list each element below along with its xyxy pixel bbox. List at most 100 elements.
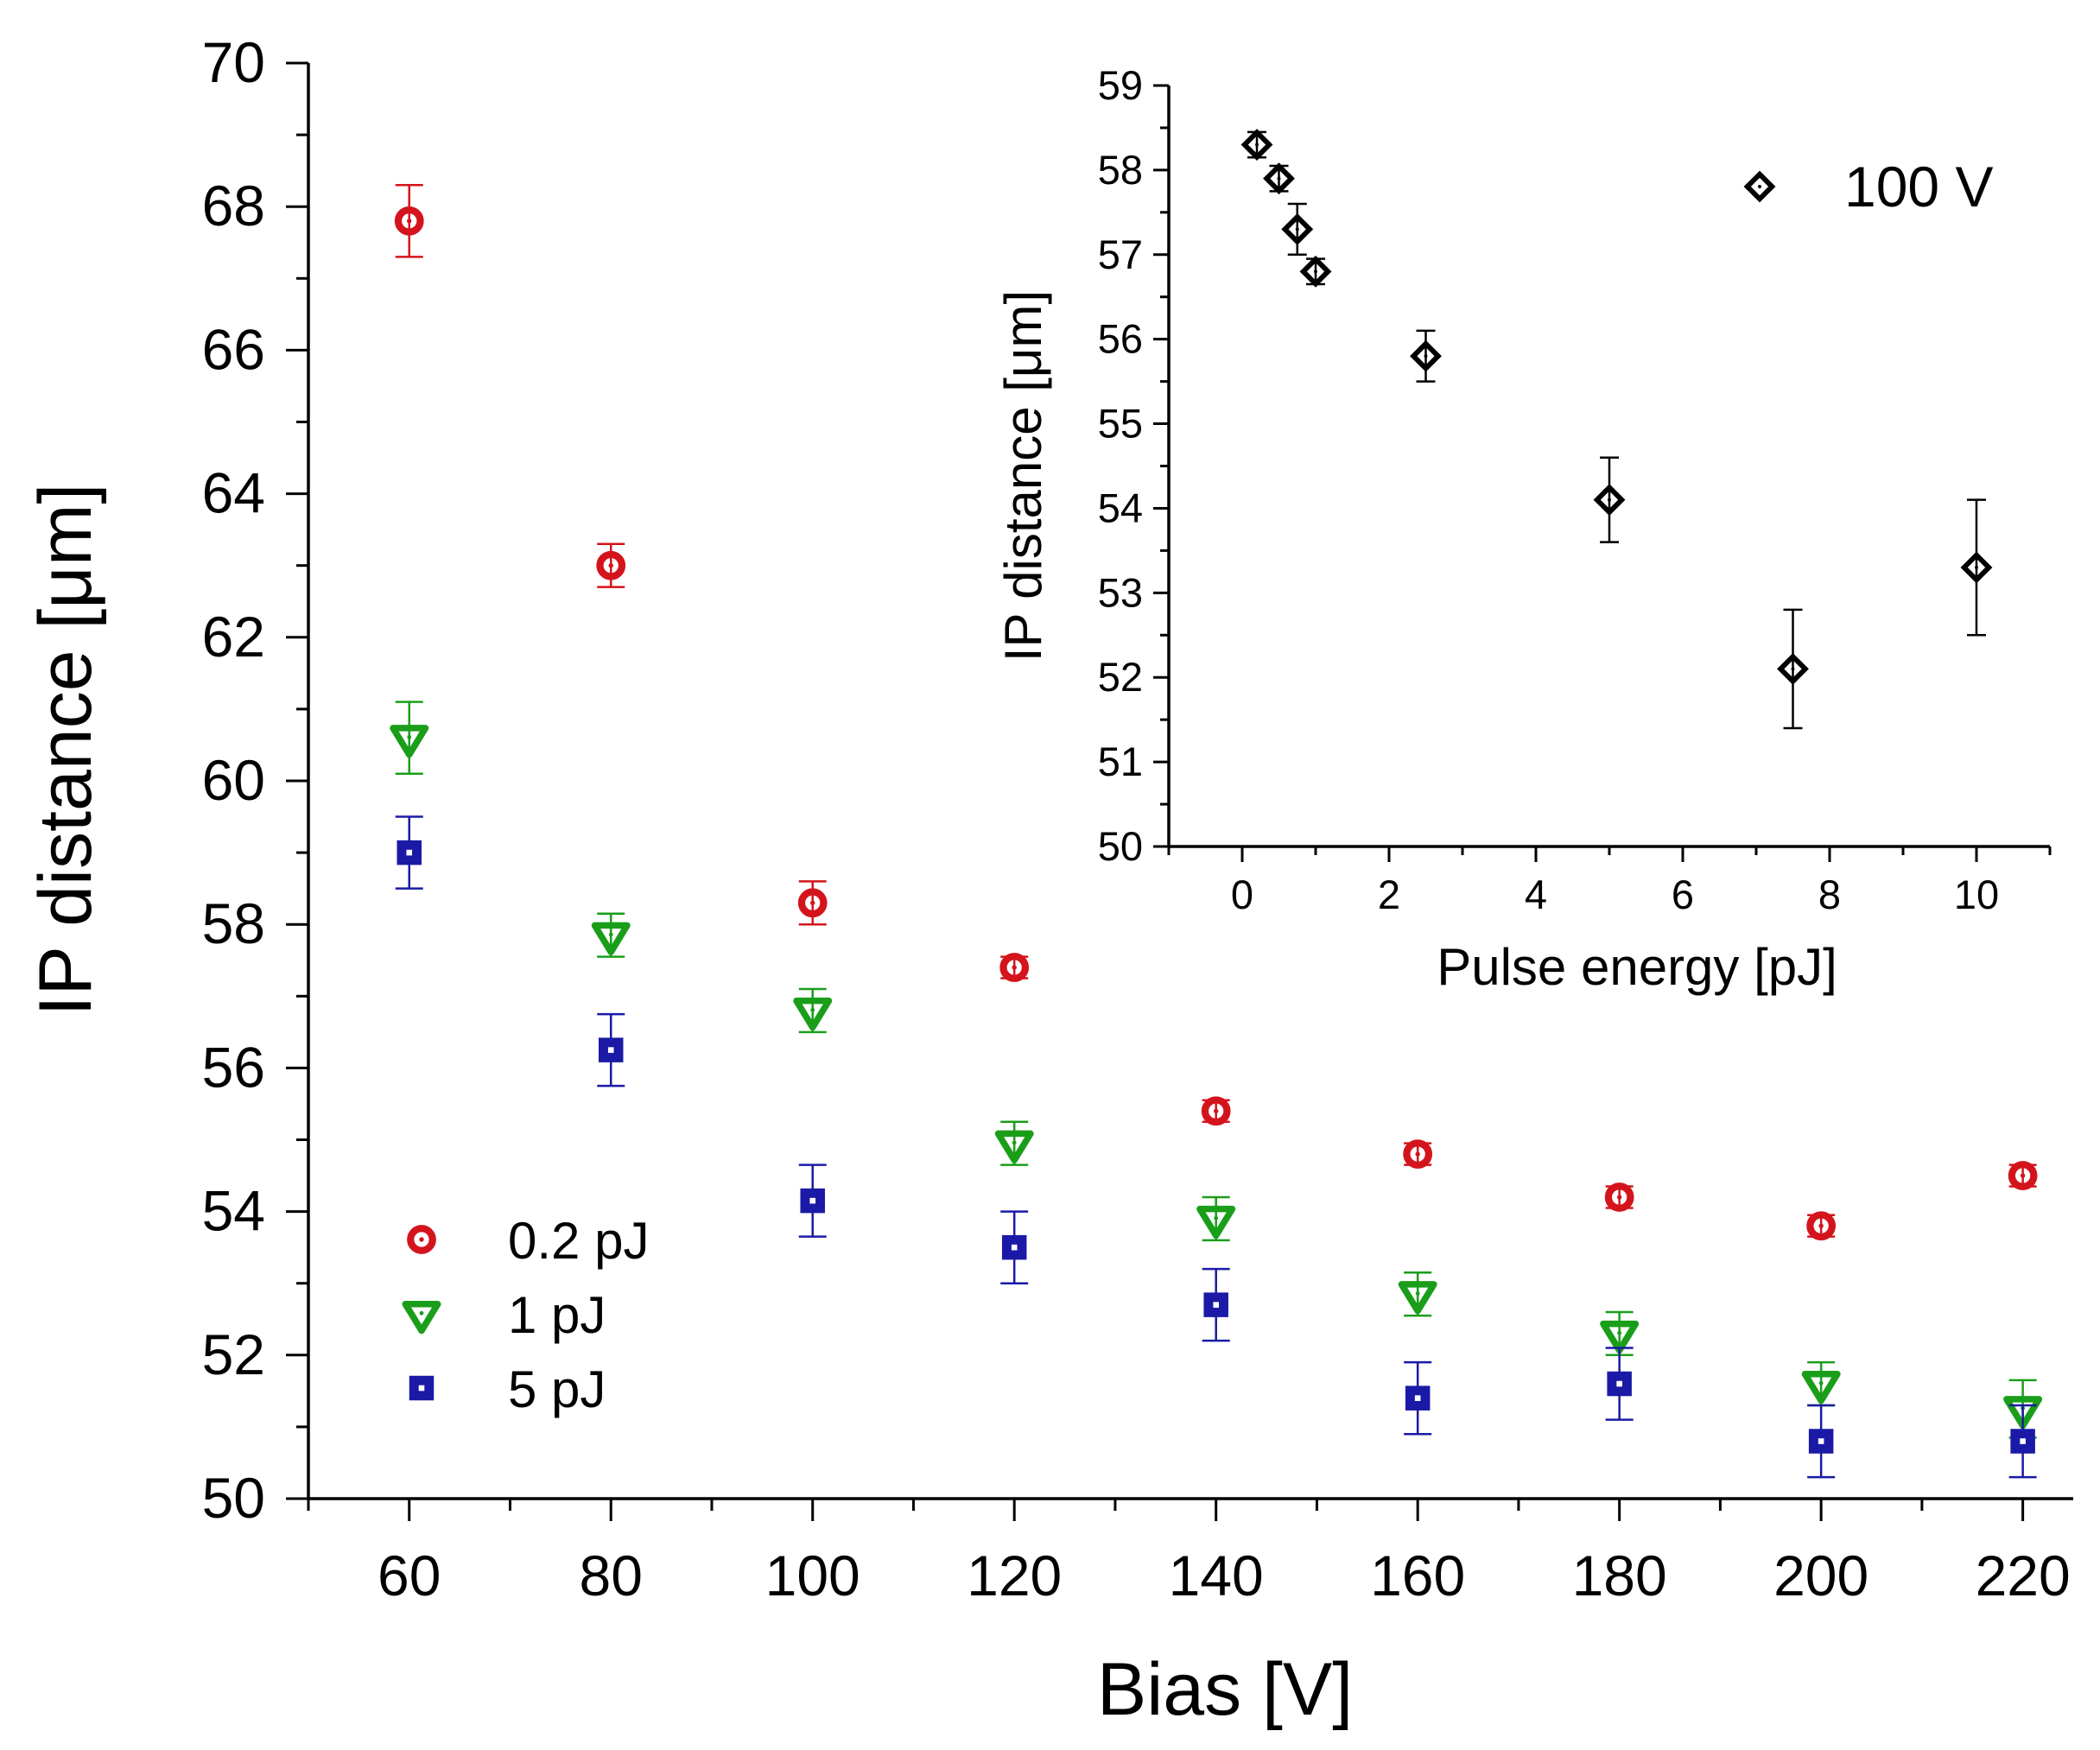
- data-point: [1806, 1211, 1837, 1241]
- inset-y-axis-title: IP distance [μm]: [994, 290, 1052, 662]
- data-point-center: [810, 900, 815, 905]
- legend-label: 100 V: [1844, 155, 1993, 219]
- data-point: [394, 206, 424, 236]
- data-point: [1960, 551, 1993, 584]
- inset-legend: 100 V: [1743, 155, 1993, 219]
- data-point-center: [1213, 1108, 1219, 1113]
- data-point-center: [1011, 1244, 1018, 1251]
- legend-marker: [407, 1225, 436, 1254]
- data-point: [1398, 1281, 1437, 1315]
- x-tick-label: 120: [967, 1544, 1062, 1607]
- main-legend: 0.2 pJ 1 pJ 5 pJ: [402, 1212, 649, 1418]
- data-point-center: [1314, 269, 1317, 274]
- data-point-center: [1791, 667, 1795, 671]
- legend-marker: [402, 1301, 441, 1335]
- data-point: [390, 725, 429, 758]
- data-point: [1604, 1183, 1634, 1212]
- y-tick-label: 58: [202, 891, 265, 955]
- x-tick-label: 2: [1378, 872, 1400, 917]
- x-tick-label: 6: [1672, 872, 1694, 917]
- data-point-center: [1818, 1438, 1824, 1444]
- y-tick-label: 55: [1098, 401, 1143, 447]
- data-point: [1240, 129, 1273, 161]
- y-tick-label: 70: [202, 30, 265, 94]
- legend-label: 1 pJ: [508, 1286, 606, 1344]
- x-tick-label: 180: [1572, 1544, 1667, 1607]
- x-tick-label: 100: [765, 1544, 860, 1607]
- data-point-center: [1255, 143, 1259, 147]
- data-point-center: [1213, 1302, 1219, 1308]
- data-point: [999, 953, 1030, 982]
- inset-x-axis-title: Pulse energy [pJ]: [1437, 938, 1837, 996]
- data-point-center: [2020, 1173, 2026, 1178]
- data-point: [797, 888, 828, 918]
- x-tick-label: 10: [1954, 872, 1999, 917]
- legend-marker-center: [1758, 185, 1761, 188]
- y-tick-label: 52: [1098, 654, 1143, 700]
- data-point-center: [1617, 1330, 1622, 1335]
- x-tick-label: 220: [1976, 1544, 2071, 1607]
- data-point-center: [1295, 227, 1299, 231]
- data-point: [1403, 1139, 1433, 1169]
- data-point: [2008, 1161, 2038, 1190]
- x-tick-label: 60: [377, 1544, 441, 1607]
- data-point: [1281, 212, 1314, 245]
- x-tick-label: 160: [1370, 1544, 1465, 1607]
- data-point-center: [1975, 566, 1978, 569]
- data-point-center: [1277, 176, 1281, 181]
- data-point: [1410, 339, 1442, 372]
- data-point: [2003, 1396, 2043, 1430]
- legend-label: 5 pJ: [508, 1360, 606, 1418]
- x-tick-label: 4: [1525, 872, 1547, 917]
- data-point-center: [1818, 1223, 1824, 1228]
- data-point: [793, 997, 833, 1031]
- data-point: [1777, 652, 1809, 685]
- x-tick-label: 140: [1169, 1544, 1264, 1607]
- data-point-center: [1414, 1395, 1421, 1401]
- data-point-center: [1012, 965, 1017, 970]
- y-tick-label: 50: [202, 1466, 265, 1530]
- y-tick-label: 64: [202, 461, 265, 525]
- series-1-pj: [390, 701, 2043, 1439]
- x-tick-label: 0: [1231, 872, 1253, 917]
- data-point-center: [1616, 1195, 1622, 1200]
- main-ticks: 60 80 100 120 140 160 180 200 220505254565860626…: [202, 30, 2071, 1607]
- data-point-center: [2020, 1438, 2026, 1444]
- data-point: [1600, 1320, 1640, 1354]
- main-x-axis-title: Bias [V]: [1097, 1648, 1353, 1731]
- x-tick-label: 200: [1773, 1544, 1868, 1607]
- y-tick-label: 68: [202, 174, 265, 238]
- data-point: [1299, 255, 1332, 288]
- y-tick-label: 53: [1098, 569, 1143, 615]
- data-point-center: [608, 563, 613, 568]
- y-tick-label: 56: [1098, 316, 1143, 362]
- legend-marker-center: [418, 1385, 425, 1392]
- data-point-center: [1608, 498, 1611, 502]
- series-0-2-pj: [394, 184, 2038, 1241]
- legend-marker: [1743, 170, 1776, 203]
- main-chart: 60 80 100 120 140 160 180 200 220505254565860626…: [24, 30, 2073, 1731]
- data-point-center: [810, 1007, 815, 1012]
- series-5-pj: [395, 815, 2037, 1479]
- data-point: [1201, 1096, 1231, 1126]
- data-point-center: [1012, 1140, 1017, 1145]
- data-point-center: [407, 734, 412, 739]
- data-point: [1263, 162, 1295, 195]
- data-point: [1196, 1205, 1236, 1240]
- x-tick-label: 80: [580, 1544, 643, 1607]
- data-point-center: [1616, 1380, 1622, 1387]
- data-point-center: [1818, 1380, 1824, 1385]
- y-tick-label: 54: [202, 1179, 265, 1243]
- y-tick-label: 60: [202, 748, 265, 812]
- data-point: [596, 550, 626, 580]
- y-tick-label: 57: [1098, 231, 1143, 277]
- y-tick-label: 62: [202, 605, 265, 669]
- data-point: [994, 1130, 1034, 1163]
- legend-marker-center: [419, 1237, 424, 1242]
- x-tick-label: 8: [1818, 872, 1841, 917]
- inset-chart: 0 2 4 6 8 10 50 51 52 53 54 55 56 57 58 59 Pulse energy…: [994, 62, 2052, 996]
- data-point: [1801, 1371, 1841, 1404]
- y-tick-label: 51: [1098, 739, 1143, 784]
- inset-data-points: [1240, 129, 1993, 730]
